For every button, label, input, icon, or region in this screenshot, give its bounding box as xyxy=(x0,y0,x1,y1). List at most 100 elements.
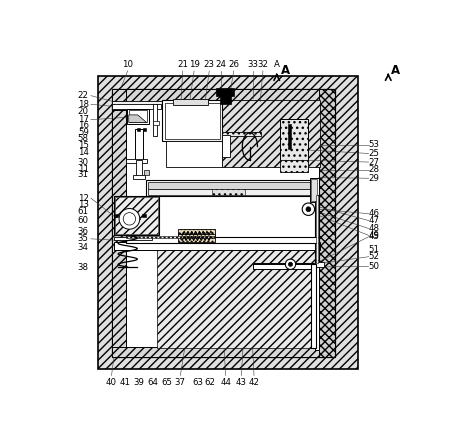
Bar xyxy=(222,100,320,167)
Bar xyxy=(153,122,159,125)
Circle shape xyxy=(119,208,140,229)
Bar xyxy=(173,99,208,105)
Bar xyxy=(114,242,321,250)
Bar xyxy=(114,196,159,236)
Text: 46: 46 xyxy=(369,209,380,218)
Bar xyxy=(166,141,222,167)
Bar xyxy=(126,236,214,238)
Bar xyxy=(112,347,335,357)
Bar xyxy=(148,182,319,189)
Text: 41: 41 xyxy=(120,378,131,387)
Bar xyxy=(144,169,149,175)
Text: 50: 50 xyxy=(369,262,380,271)
Text: 60: 60 xyxy=(78,216,89,225)
Bar xyxy=(127,109,149,124)
Text: 24: 24 xyxy=(216,60,227,69)
Text: 58: 58 xyxy=(78,135,89,143)
Text: 52: 52 xyxy=(369,252,380,261)
Text: 19: 19 xyxy=(189,60,200,69)
Circle shape xyxy=(285,259,296,270)
Text: 64: 64 xyxy=(147,378,158,387)
Text: 13: 13 xyxy=(78,200,89,209)
Bar xyxy=(164,102,220,139)
Bar xyxy=(216,88,234,96)
Bar xyxy=(315,262,324,267)
Bar xyxy=(280,160,308,173)
Bar xyxy=(178,234,216,242)
Bar xyxy=(129,110,147,122)
Text: 36: 36 xyxy=(78,228,89,236)
Text: 43: 43 xyxy=(236,378,247,387)
Bar xyxy=(315,260,319,350)
Circle shape xyxy=(123,213,136,225)
Text: 61: 61 xyxy=(78,207,89,216)
Text: 27: 27 xyxy=(369,157,380,167)
Bar xyxy=(115,197,158,234)
Bar xyxy=(136,160,142,177)
Circle shape xyxy=(302,203,315,215)
Text: 49: 49 xyxy=(369,231,380,240)
Text: 31: 31 xyxy=(78,170,89,179)
Text: 23: 23 xyxy=(204,60,215,69)
Text: 10: 10 xyxy=(122,60,133,69)
Text: A: A xyxy=(274,60,280,69)
Text: A: A xyxy=(391,63,400,77)
Text: 29: 29 xyxy=(369,174,380,183)
Text: 65: 65 xyxy=(161,378,172,387)
Bar xyxy=(220,95,231,104)
Bar xyxy=(311,179,317,201)
Bar xyxy=(288,123,291,149)
Text: 11: 11 xyxy=(78,165,89,174)
Bar xyxy=(252,264,315,269)
Text: 26: 26 xyxy=(228,60,239,69)
Bar xyxy=(133,176,145,179)
Text: 38: 38 xyxy=(78,263,89,272)
Text: 33: 33 xyxy=(248,60,259,69)
Text: 39: 39 xyxy=(133,378,144,387)
Bar xyxy=(252,263,316,268)
Bar xyxy=(280,119,308,162)
Bar xyxy=(134,129,143,160)
Text: 16: 16 xyxy=(78,122,89,131)
Text: 20: 20 xyxy=(78,107,89,116)
Text: 37: 37 xyxy=(175,378,186,387)
Text: 30: 30 xyxy=(78,157,89,167)
Text: 51: 51 xyxy=(369,245,380,253)
Text: A: A xyxy=(281,63,290,77)
Text: 21: 21 xyxy=(177,60,188,69)
Text: 40: 40 xyxy=(106,378,117,387)
Bar xyxy=(143,214,146,217)
Bar xyxy=(137,128,140,131)
Circle shape xyxy=(288,262,292,266)
Bar xyxy=(114,214,118,217)
Bar xyxy=(153,104,157,136)
Text: 28: 28 xyxy=(369,165,380,174)
Bar xyxy=(311,264,316,348)
Bar xyxy=(112,89,335,357)
Bar xyxy=(98,76,358,369)
Text: 48: 48 xyxy=(369,224,380,233)
Text: 35: 35 xyxy=(78,234,89,243)
Bar xyxy=(212,189,245,195)
Text: 25: 25 xyxy=(369,149,380,158)
Bar xyxy=(112,104,162,109)
Text: 14: 14 xyxy=(78,148,89,157)
Text: 34: 34 xyxy=(78,243,89,252)
Text: 17: 17 xyxy=(78,115,89,124)
Bar xyxy=(316,195,318,263)
Text: 44: 44 xyxy=(220,378,231,387)
Text: 47: 47 xyxy=(369,216,380,225)
Bar xyxy=(126,159,147,163)
Circle shape xyxy=(306,207,311,211)
Text: 53: 53 xyxy=(369,140,380,149)
Bar xyxy=(148,189,319,195)
Bar xyxy=(143,128,146,131)
Text: 12: 12 xyxy=(78,194,89,202)
Bar xyxy=(310,178,319,202)
Bar xyxy=(222,135,230,157)
Bar xyxy=(146,180,319,197)
Bar xyxy=(162,100,222,141)
Bar xyxy=(112,89,335,102)
Text: 45: 45 xyxy=(369,232,380,241)
Text: 59: 59 xyxy=(78,128,89,137)
